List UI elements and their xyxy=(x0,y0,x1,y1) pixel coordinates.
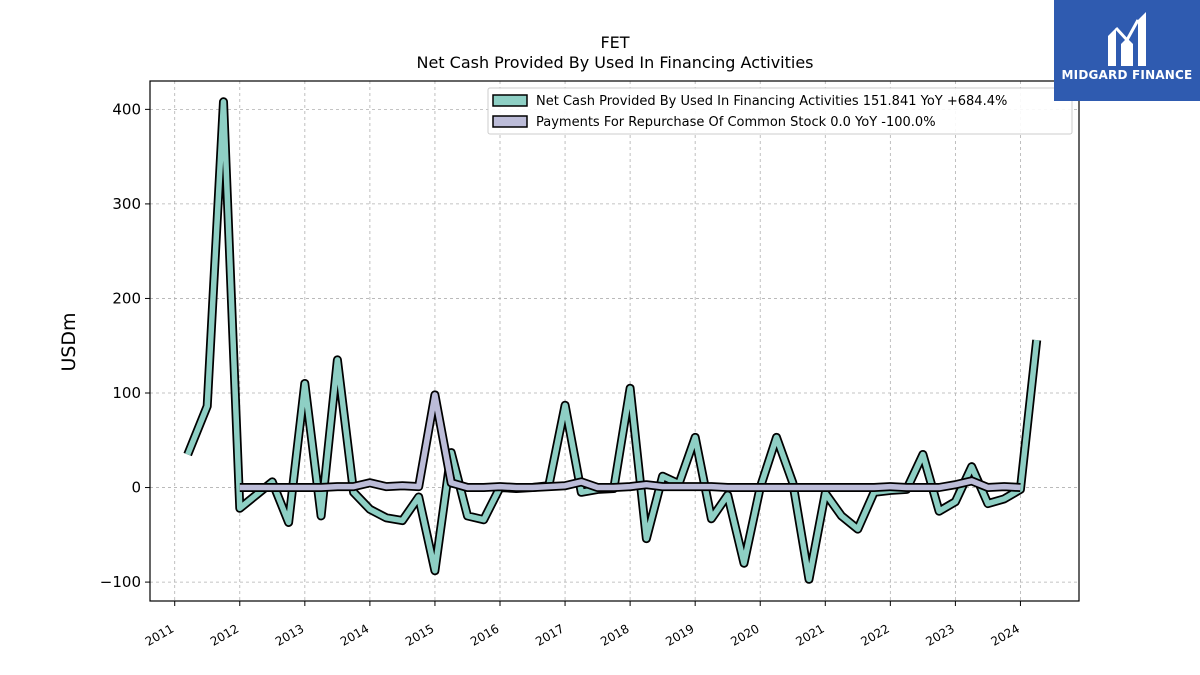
x-tick-label: 2015 xyxy=(403,621,436,648)
legend-swatch-net-cash xyxy=(492,94,528,107)
y-axis-label: USDm xyxy=(58,312,80,371)
series-line-repurchase xyxy=(239,392,1021,491)
y-tick-label: 100 xyxy=(112,384,141,402)
x-tick-label: 2013 xyxy=(273,621,306,648)
chart-subtitle: Net Cash Provided By Used In Financing A… xyxy=(416,53,813,72)
series-outline-net-cash xyxy=(183,97,1042,584)
series-line-net-cash xyxy=(185,99,1040,583)
brand-logo: MIDGARD FINANCE xyxy=(1054,0,1200,101)
y-ticks: −100 0 100 200 300 400 xyxy=(100,100,150,591)
y-tick-label: 0 xyxy=(131,479,141,497)
legend-label-repurchase: Payments For Repurchase Of Common Stock … xyxy=(536,115,936,130)
x-tick-label: 2012 xyxy=(208,621,241,648)
x-tick-label: 2011 xyxy=(143,621,176,648)
x-ticks: 2011 2012 2013 2014 2015 2016 2017 2018 2019 2020… xyxy=(143,601,1022,649)
logo-text: MIDGARD FINANCE xyxy=(1061,68,1193,82)
y-tick-label: 300 xyxy=(112,195,141,213)
x-tick-label: 2017 xyxy=(533,621,566,648)
plot-area-frame xyxy=(149,80,1080,602)
y-tick-label: 200 xyxy=(112,289,141,307)
legend-box xyxy=(487,87,1073,135)
x-tick-label: 2020 xyxy=(728,621,761,648)
x-tick-label: 2022 xyxy=(858,621,891,648)
legend-label-net-cash: Net Cash Provided By Used In Financing A… xyxy=(536,94,1007,109)
x-tick-label: 2023 xyxy=(923,621,956,648)
chart-title: FET xyxy=(600,33,629,52)
series-layer xyxy=(183,97,1042,584)
x-tick-label: 2014 xyxy=(338,621,371,648)
x-tick-label: 2016 xyxy=(468,621,501,648)
logo-mark-icon xyxy=(1108,12,1146,66)
y-tick-label: 400 xyxy=(112,100,141,118)
y-tick-label: −100 xyxy=(100,573,141,591)
x-tick-label: 2021 xyxy=(793,621,826,648)
x-tick-label: 2024 xyxy=(988,621,1021,648)
x-tick-label: 2019 xyxy=(663,621,696,648)
legend-swatch-repurchase xyxy=(492,115,528,128)
x-tick-label: 2018 xyxy=(598,621,631,648)
legend: Net Cash Provided By Used In Financing A… xyxy=(487,87,1073,135)
